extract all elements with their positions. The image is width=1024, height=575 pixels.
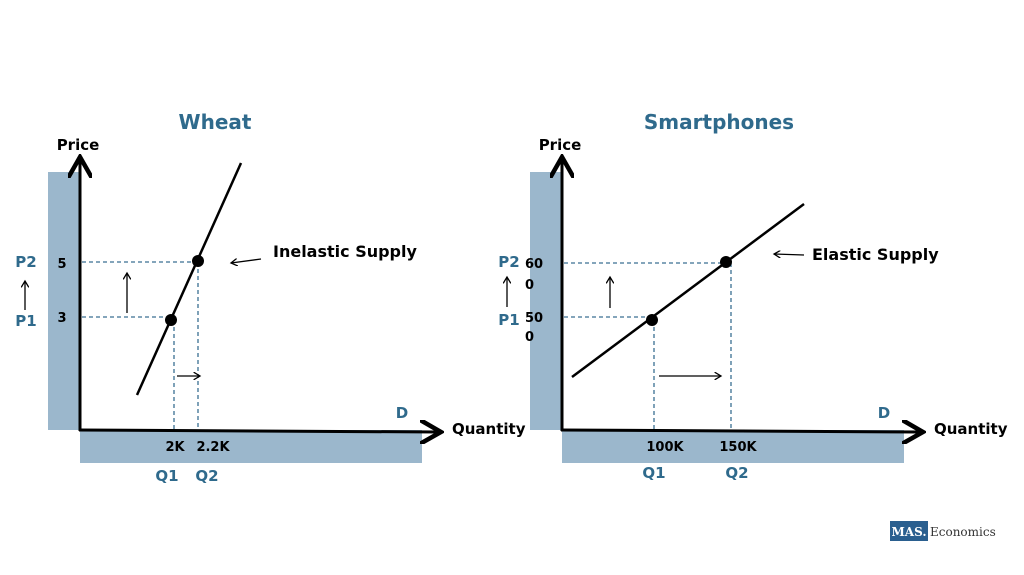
point-2	[720, 256, 732, 268]
p2-value-line1: 60	[525, 257, 543, 272]
chart-title: Smartphones	[644, 110, 794, 134]
label-pointer-arrow	[231, 259, 262, 263]
q1-label: Q1	[642, 464, 665, 482]
demand-label: D	[878, 404, 890, 422]
quantity-band	[562, 430, 904, 463]
guide-lines	[82, 261, 199, 429]
logo-brand: MAS.	[891, 525, 926, 539]
smartphones-chart: Smartphones Price Quantity Elastic Suppl…	[498, 110, 1007, 482]
x-axis-label: Quantity	[452, 420, 526, 438]
p1-value-line1: 50	[525, 311, 543, 326]
q1-value: 2K	[165, 440, 185, 455]
curve-label: Elastic Supply	[812, 245, 939, 264]
q1-label: Q1	[155, 467, 178, 485]
wheat-chart: Wheat Price Quantity Inelastic Supply D …	[15, 110, 525, 485]
p2-label: P2	[498, 253, 519, 271]
x-axis	[78, 430, 438, 432]
q2-value: 150K	[719, 440, 757, 455]
q1-value: 100K	[646, 440, 684, 455]
chart-title: Wheat	[179, 110, 252, 134]
x-axis	[560, 430, 920, 432]
logo-text: Economics	[930, 525, 996, 539]
price-band	[48, 172, 80, 430]
supply-curve	[135, 162, 243, 396]
quantity-band	[80, 430, 422, 463]
supply-curve	[571, 202, 805, 379]
guide-lines	[564, 262, 732, 429]
x-axis-label: Quantity	[934, 420, 1008, 438]
p2-value-line2: 0	[525, 278, 534, 293]
y-axis-label: Price	[57, 136, 100, 154]
price-band	[530, 172, 562, 430]
point-1	[165, 314, 177, 326]
p1-label: P1	[498, 311, 519, 329]
curve-label: Inelastic Supply	[273, 242, 417, 261]
p2-value: 5	[57, 257, 66, 272]
y-axis-label: Price	[539, 136, 582, 154]
p1-value-line2: 0	[525, 330, 534, 345]
q2-value: 2.2K	[196, 440, 230, 455]
q2-label: Q2	[195, 467, 218, 485]
q2-label: Q2	[725, 464, 748, 482]
demand-label: D	[396, 404, 408, 422]
mas-economics-logo: MAS. Economics	[890, 521, 996, 541]
point-1	[646, 314, 658, 326]
point-2	[192, 255, 204, 267]
p1-value: 3	[57, 311, 66, 326]
p2-label: P2	[15, 253, 36, 271]
p1-label: P1	[15, 312, 36, 330]
label-pointer-arrow	[774, 254, 805, 255]
